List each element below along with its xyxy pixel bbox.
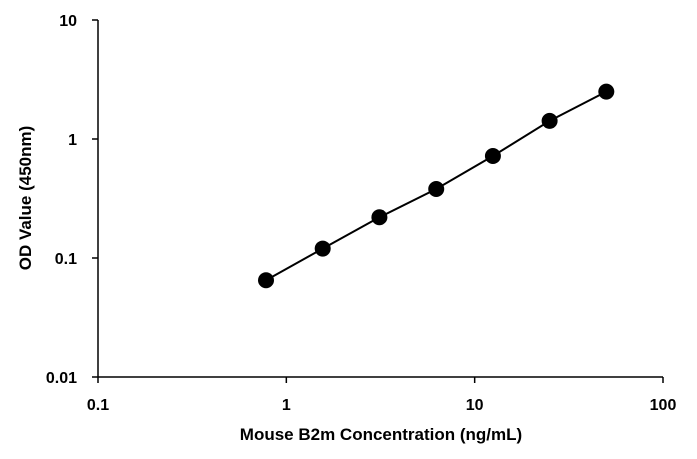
x-tick-label: 1 [282,397,291,414]
x-tick-label: 0.1 [87,397,109,414]
data-point [428,181,445,198]
series [258,83,615,289]
x-axis-label: Mouse B2m Concentration (ng/mL) [240,425,522,444]
data-point [484,147,501,164]
data-point [541,112,558,129]
y-tick-label: 0.1 [55,251,77,268]
data-point [371,209,388,226]
axes [97,20,663,378]
data-point [314,240,331,257]
y-axis-label: OD Value (450nm) [16,126,35,271]
y-tick-label: 10 [59,13,77,30]
data-point [598,83,615,100]
ticks: 0.1 1 10 100 0.01 0.1 1 10 [46,13,677,414]
y-tick-label: 1 [68,132,77,149]
data-point [258,272,275,289]
x-tick-label: 100 [650,397,677,414]
y-tick-label: 0.01 [46,370,77,387]
x-tick-label: 10 [466,397,484,414]
